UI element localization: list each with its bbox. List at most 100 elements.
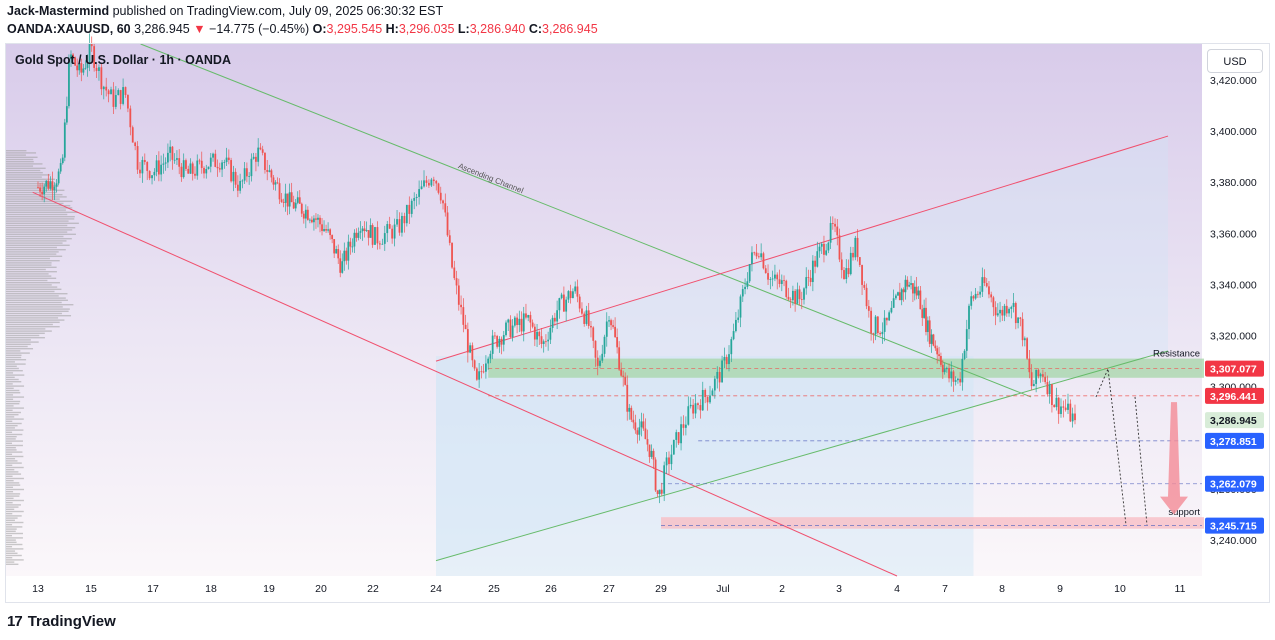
candle-body [45, 180, 48, 187]
volume-profile-bar [6, 218, 75, 220]
volume-profile-bar [6, 480, 14, 482]
volume-profile-bar [6, 211, 78, 213]
candle-body [818, 246, 821, 252]
candle-body [789, 299, 792, 301]
candle-body [713, 378, 716, 391]
volume-profile-bar [6, 499, 24, 502]
volume-profile-bar [6, 152, 37, 154]
volume-profile-bar [6, 484, 21, 486]
volume-profile-bar [6, 266, 57, 268]
candle-body [764, 268, 767, 274]
candle-body [250, 158, 253, 177]
candle-body [455, 278, 458, 286]
candle-body [232, 171, 235, 182]
candle-body [475, 368, 478, 380]
author-name[interactable]: Jack-Mastermind [7, 4, 110, 18]
candle-body [723, 356, 726, 361]
candle-body [487, 358, 490, 364]
footer-brand[interactable]: 17 TradingView [7, 610, 116, 632]
high-value: 3,296.035 [398, 22, 455, 36]
y-tick-label: 3,340.000 [1210, 279, 1257, 291]
candle-body [771, 278, 774, 280]
candle-body [809, 277, 812, 283]
volume-profile-bar [6, 185, 59, 187]
volume-profile-bar [6, 297, 66, 299]
volume-profile-bar [6, 400, 21, 403]
volume-profile-bar [6, 231, 68, 233]
lower-red-trendline[interactable] [32, 191, 898, 577]
candle-body [270, 170, 273, 178]
candle-body [319, 217, 321, 225]
volume-profile-bar [6, 200, 73, 202]
candle-body [831, 223, 834, 224]
candle-body [800, 299, 803, 300]
currency-button[interactable]: USD [1207, 49, 1263, 73]
candle-body [648, 444, 651, 457]
candle-body [963, 350, 966, 359]
x-tick-label: 18 [205, 583, 217, 595]
lower-green-trendline[interactable] [435, 350, 1169, 562]
volume-profile-bar [6, 425, 18, 427]
candle-body [41, 191, 44, 195]
volume-profile-bar [6, 409, 13, 411]
candle-body [872, 333, 875, 335]
candle-body [284, 193, 287, 203]
candle-body [1064, 407, 1067, 410]
candle-body [652, 450, 655, 460]
candle-body [1062, 406, 1065, 408]
candle-body [325, 229, 327, 231]
volume-profile-bar [6, 264, 52, 266]
volume-profile-bar [6, 451, 23, 453]
volume-profile-bar [6, 502, 13, 504]
candle-body [553, 317, 556, 322]
candle-body [516, 317, 518, 326]
candle-body [294, 202, 297, 209]
candle-body [420, 186, 423, 190]
candle-body [711, 390, 714, 396]
candle-body [572, 291, 574, 298]
volume-profile-bar [6, 561, 15, 563]
candle-body [480, 371, 483, 373]
candle-body [620, 369, 623, 376]
candle-body [734, 319, 737, 332]
candle-body [578, 296, 581, 309]
candle-body [762, 253, 765, 269]
candle-body [732, 331, 735, 340]
candle-body [227, 157, 230, 161]
candle-body [212, 153, 214, 158]
volume-profile-bar [6, 359, 27, 361]
y-tick-label: 3,240.000 [1210, 535, 1257, 547]
volume-profile-bar [6, 383, 13, 385]
candle-body [39, 187, 41, 192]
volume-profile-bar [6, 429, 24, 431]
candle-body [173, 159, 176, 161]
candle-body [203, 167, 205, 174]
candle-body [1012, 303, 1015, 307]
candle-body [936, 348, 939, 355]
volume-profile-bar [6, 222, 79, 224]
candle-body [753, 252, 756, 254]
candle-body [53, 186, 56, 191]
candle-body [682, 424, 685, 428]
candle-body [1005, 305, 1008, 314]
candle-body [847, 268, 850, 275]
candle-body [932, 334, 935, 346]
candle-body [500, 338, 503, 345]
volume-profile-bar [6, 431, 13, 433]
x-tick-label: 17 [147, 583, 159, 595]
candle-body [687, 406, 690, 425]
close-value: 3,286.945 [542, 22, 598, 36]
volume-profile-bar [6, 275, 52, 277]
upper-red-trendline[interactable] [435, 135, 1169, 362]
candle-body [965, 329, 968, 351]
volume-profile-bar [6, 161, 34, 163]
volume-profile-bar [6, 469, 15, 471]
candle-body [365, 230, 368, 231]
candle-body [335, 249, 338, 254]
volume-profile-bar [6, 220, 69, 222]
candle-body [709, 395, 711, 403]
candle-body [701, 389, 704, 411]
candle-body [153, 171, 156, 176]
candle-body [182, 160, 185, 178]
